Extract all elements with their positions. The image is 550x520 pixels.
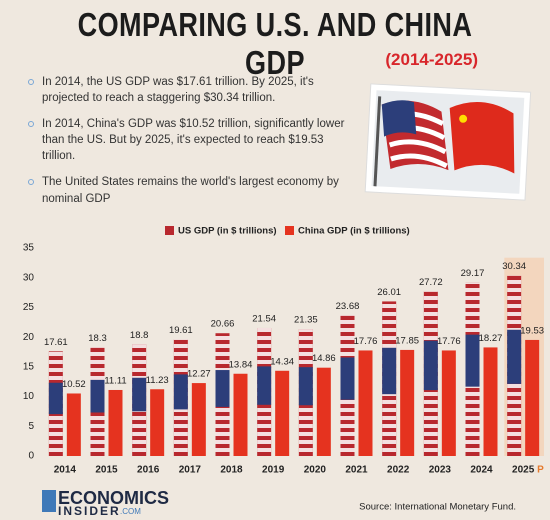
value-label: 29.17 [461,268,485,279]
logo-text: ECONOMICS [58,488,169,508]
value-label: 20.66 [211,319,235,330]
value-label: 10.52 [62,379,86,390]
x-tick-label: 2021 [345,465,368,476]
bullet-list: In 2014, the US GDP was $17.61 trillion.… [28,74,358,217]
x-tick-label: 2019 [262,465,285,476]
bar-texture [507,329,522,384]
bullet: The United States remains the world's la… [28,174,358,206]
logo-icon [42,490,56,512]
x-tick-label: 2014 [54,465,77,476]
value-label: 19.61 [169,325,193,336]
x-tick-label: 2018 [220,465,243,476]
bar-texture [257,366,272,405]
legend-label: China GDP (in $ trillions) [298,226,410,237]
title: COMPARING U.S. AND CHINA GDP [77,6,473,81]
value-label: 26.01 [377,287,401,298]
legend-marker [285,226,294,235]
value-label: 11.11 [104,375,126,386]
value-label: 30.34 [502,261,526,272]
bar [483,347,498,456]
bar [400,349,415,456]
value-label: 18.8 [130,330,149,341]
bar-texture [423,340,438,391]
x-tick-label: 2024 [470,465,493,476]
logo-text: .COM [120,507,141,516]
bar-texture [382,347,397,395]
value-label: 23.68 [336,301,360,312]
projection-marker: P [537,465,544,476]
bar [358,350,373,456]
value-label: 14.86 [312,353,336,364]
value-label: 19.53 [520,325,544,336]
x-tick-label: 2025 [512,465,535,476]
y-tick-label: 30 [23,272,35,283]
bar-texture [340,357,355,400]
y-tick-label: 0 [28,451,34,462]
bar [108,389,123,456]
y-tick-label: 15 [23,361,35,372]
value-label: 12.27 [187,369,211,380]
bar [316,367,331,456]
bar [191,383,206,456]
bar [233,373,248,456]
value-label: 17.61 [44,337,68,348]
bar [66,393,81,456]
bullet: In 2014, China's GDP was $10.52 trillion… [28,116,358,164]
bar-texture [173,374,188,410]
y-tick-label: 25 [23,302,35,313]
y-tick-label: 35 [23,243,35,254]
value-label: 17.76 [354,336,378,347]
logo-text: INSIDER [58,504,121,518]
bar [441,350,456,456]
value-label: 13.84 [229,359,253,370]
bar-texture [90,379,105,413]
source: Source: International Monetary Fund. [359,502,516,513]
value-label: 21.35 [294,315,318,326]
value-label: 14.34 [270,356,294,367]
x-tick-label: 2022 [387,465,410,476]
y-tick-label: 20 [23,332,35,343]
bullet: In 2014, the US GDP was $17.61 trillion.… [28,74,358,106]
legend-marker [165,226,174,235]
y-tick-label: 10 [23,391,35,402]
legend-label: US GDP (in $ trillions) [178,226,277,237]
bar [525,339,540,456]
bar [150,389,165,456]
bar [275,370,290,456]
x-tick-label: 2017 [179,465,202,476]
value-label: 17.76 [437,336,461,347]
value-label: 17.85 [395,335,419,346]
x-tick-label: 2016 [137,465,160,476]
bar-texture [465,334,480,387]
y-tick-label: 5 [28,421,34,432]
value-label: 18.27 [479,333,503,344]
x-tick-label: 2020 [304,465,327,476]
x-tick-label: 2023 [429,465,452,476]
flag-photo [364,83,532,201]
value-label: 18.3 [88,333,107,344]
value-label: 11.23 [146,375,169,386]
bar-texture [48,382,63,415]
subtitle: (2014-2025) [385,50,478,69]
x-tick-label: 2015 [95,465,118,476]
bar-texture [215,370,230,407]
bar-texture [132,377,147,412]
value-label: 27.72 [419,277,443,288]
bar-texture [298,367,313,406]
value-label: 21.54 [252,314,276,325]
